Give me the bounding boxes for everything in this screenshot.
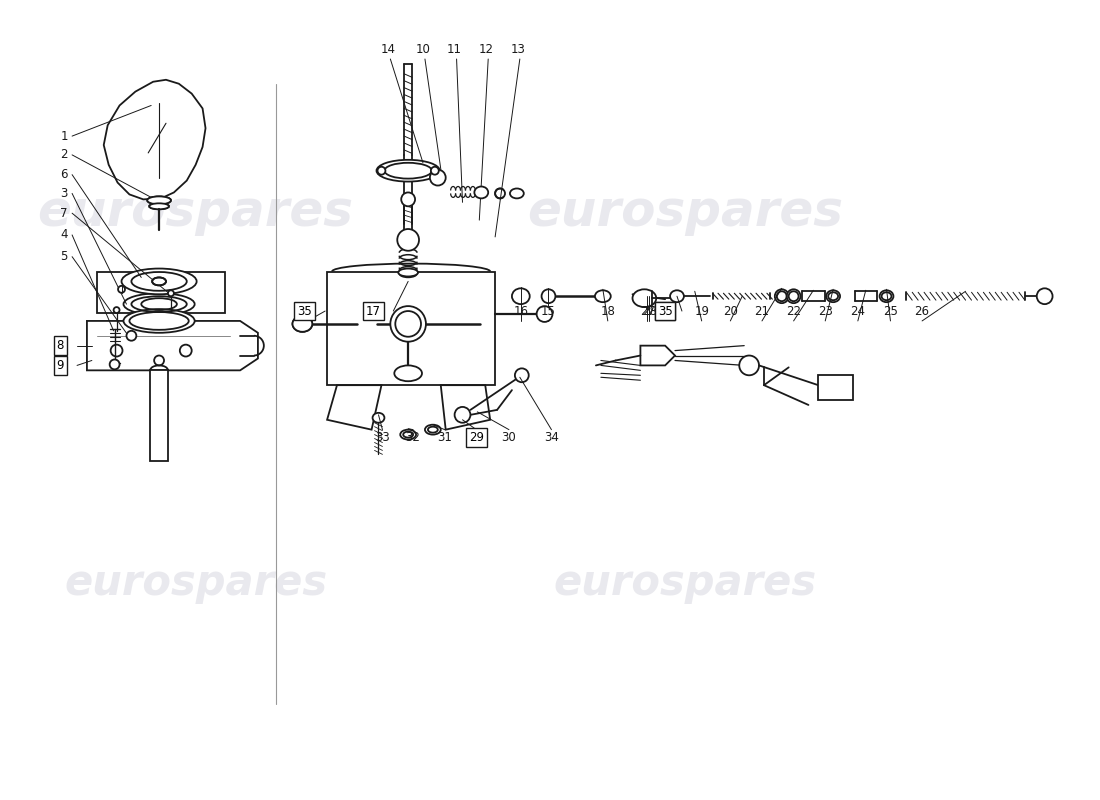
Text: 2: 2 (60, 148, 68, 162)
Ellipse shape (398, 269, 418, 277)
Ellipse shape (394, 366, 422, 382)
Text: 9: 9 (56, 359, 64, 372)
Polygon shape (103, 80, 206, 199)
Text: 7: 7 (60, 206, 68, 220)
Text: eurospares: eurospares (553, 562, 816, 604)
Text: 35: 35 (297, 305, 311, 318)
Text: 12: 12 (478, 42, 494, 56)
Text: 35: 35 (658, 305, 672, 318)
Text: 5: 5 (60, 250, 68, 263)
Polygon shape (640, 346, 675, 366)
Ellipse shape (826, 290, 840, 302)
Text: 17: 17 (366, 305, 381, 318)
Text: 4: 4 (60, 229, 68, 242)
Ellipse shape (537, 306, 552, 322)
Text: 35: 35 (658, 305, 672, 318)
Ellipse shape (402, 193, 415, 206)
Ellipse shape (595, 290, 610, 302)
Text: 16: 16 (514, 305, 528, 318)
Ellipse shape (430, 170, 446, 186)
Text: 3: 3 (60, 187, 68, 200)
Text: 18: 18 (601, 305, 615, 318)
Ellipse shape (111, 345, 122, 357)
Polygon shape (87, 321, 257, 370)
Ellipse shape (179, 345, 191, 357)
Ellipse shape (168, 290, 174, 296)
Ellipse shape (774, 290, 789, 303)
Text: 8: 8 (56, 339, 64, 352)
Ellipse shape (786, 290, 801, 303)
Text: 14: 14 (381, 42, 396, 56)
Text: 32: 32 (406, 431, 420, 444)
Text: eurospares: eurospares (64, 562, 327, 604)
Text: 23: 23 (817, 305, 833, 318)
Ellipse shape (880, 290, 893, 302)
Ellipse shape (454, 407, 471, 422)
Polygon shape (327, 385, 382, 430)
Text: eurospares: eurospares (527, 188, 843, 236)
Text: 1: 1 (60, 130, 68, 142)
Polygon shape (441, 385, 491, 430)
Text: 20: 20 (723, 305, 738, 318)
Text: 25: 25 (883, 305, 898, 318)
Ellipse shape (515, 368, 529, 382)
Ellipse shape (400, 430, 416, 439)
Ellipse shape (118, 286, 125, 293)
Bar (151, 370, 168, 462)
Text: 19: 19 (694, 305, 710, 318)
Ellipse shape (1036, 288, 1053, 304)
Text: 33: 33 (375, 431, 389, 444)
Text: 27: 27 (640, 305, 654, 318)
Text: 11: 11 (447, 42, 462, 56)
Text: 10: 10 (416, 42, 430, 56)
Polygon shape (818, 375, 852, 400)
Text: eurospares: eurospares (37, 188, 353, 236)
Polygon shape (97, 271, 226, 313)
Ellipse shape (397, 229, 419, 250)
Text: 24: 24 (850, 305, 866, 318)
Ellipse shape (474, 186, 488, 198)
Ellipse shape (113, 307, 120, 313)
Ellipse shape (123, 294, 195, 315)
Ellipse shape (632, 290, 657, 307)
Text: 6: 6 (60, 168, 68, 181)
Text: 13: 13 (510, 42, 526, 56)
Ellipse shape (110, 359, 120, 370)
Ellipse shape (373, 413, 384, 422)
Text: 15: 15 (541, 305, 556, 318)
Ellipse shape (390, 306, 426, 342)
Ellipse shape (739, 355, 759, 375)
Ellipse shape (126, 331, 136, 341)
Ellipse shape (123, 309, 195, 333)
Text: 21: 21 (755, 305, 770, 318)
Text: 22: 22 (786, 305, 801, 318)
Ellipse shape (376, 160, 440, 182)
Text: 28: 28 (642, 305, 657, 318)
Ellipse shape (512, 288, 530, 304)
Ellipse shape (121, 269, 197, 294)
Ellipse shape (425, 425, 441, 434)
Ellipse shape (150, 203, 169, 210)
Text: 26: 26 (914, 305, 929, 318)
Text: 30: 30 (502, 431, 516, 444)
Ellipse shape (152, 278, 166, 286)
Text: 29: 29 (469, 431, 484, 444)
Ellipse shape (670, 290, 684, 302)
Ellipse shape (541, 290, 556, 303)
Ellipse shape (147, 196, 170, 204)
Text: 34: 34 (544, 431, 559, 444)
Polygon shape (327, 271, 495, 385)
Ellipse shape (431, 166, 439, 174)
Text: 31: 31 (438, 431, 452, 444)
Ellipse shape (154, 355, 164, 366)
Ellipse shape (377, 166, 385, 174)
Ellipse shape (293, 316, 312, 332)
